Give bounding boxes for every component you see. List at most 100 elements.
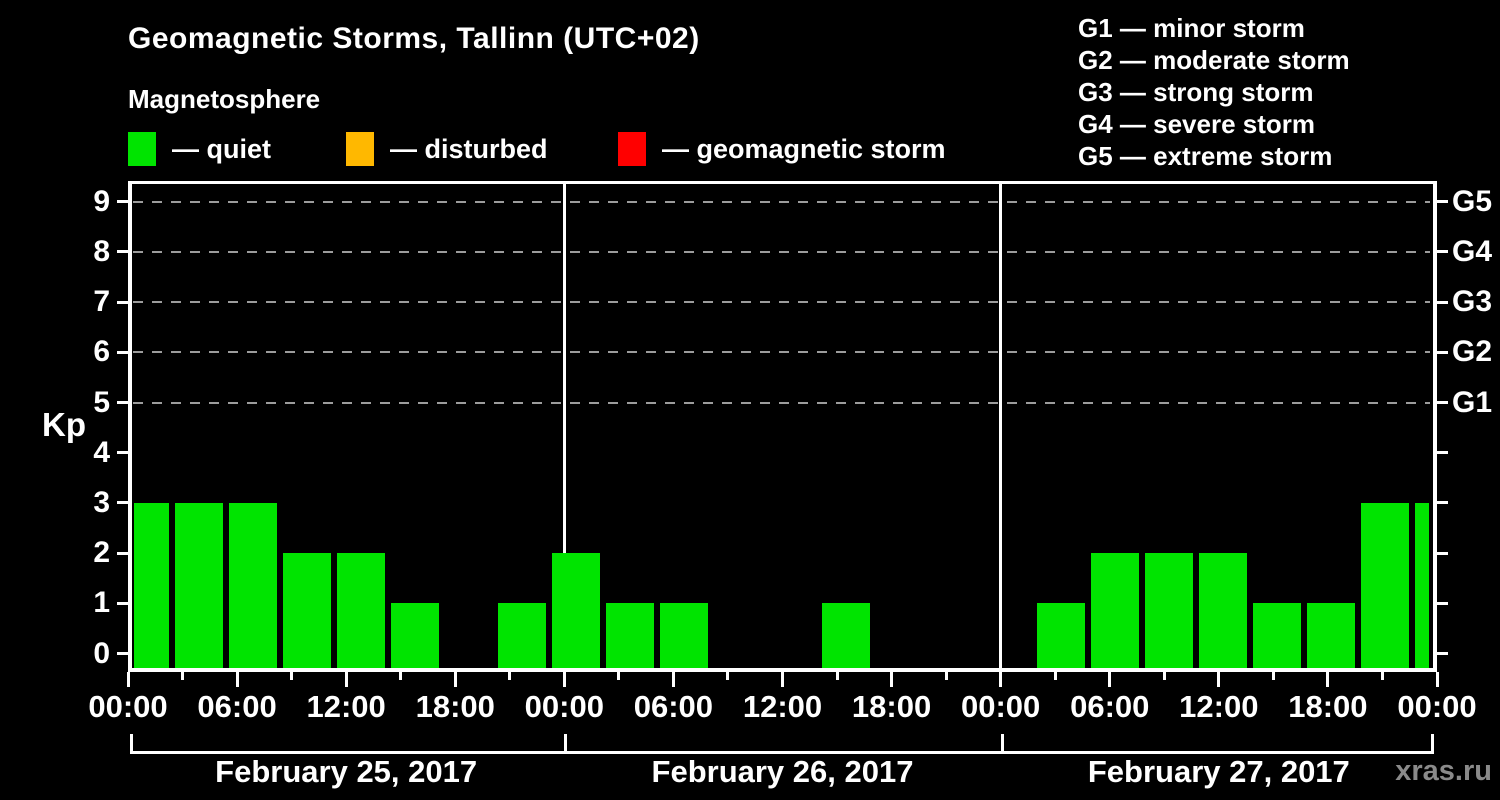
- g-scale-label-g5: G5: [1452, 184, 1493, 218]
- x-axis-major-tick: [781, 672, 784, 687]
- x-axis-minor-tick: [1380, 672, 1384, 680]
- x-axis-minor-tick: [1162, 672, 1166, 680]
- date-label: February 25, 2017: [215, 754, 478, 789]
- x-axis-time-label: 00:00: [961, 689, 1041, 724]
- legend-item-quiet: — quiet: [128, 131, 271, 167]
- x-axis-minor-tick: [617, 672, 621, 680]
- y-axis-tick-left: [117, 200, 128, 204]
- y-axis-label-7: 7: [93, 285, 110, 319]
- plot-border-top: [128, 181, 1437, 184]
- x-axis-minor-tick: [181, 672, 185, 680]
- x-axis-minor-tick: [944, 672, 948, 680]
- date-label: February 26, 2017: [651, 754, 914, 789]
- gridline-kp5: [133, 401, 1430, 404]
- y-axis-label-5: 5: [93, 385, 110, 419]
- y-axis-label-9: 9: [93, 184, 110, 218]
- y-axis-label-0: 0: [93, 636, 110, 670]
- kp-bar: [552, 553, 601, 668]
- y-axis-tick-right: [1437, 451, 1448, 455]
- y-axis-tick-left: [117, 250, 128, 254]
- kp-bar: [660, 603, 708, 668]
- chart-title: Geomagnetic Storms, Tallinn (UTC+02): [128, 22, 700, 55]
- day-separator-line: [999, 184, 1003, 668]
- y-axis-label-4: 4: [93, 435, 110, 469]
- date-label: February 27, 2017: [1087, 754, 1350, 789]
- y-axis-tick-right: [1437, 501, 1448, 505]
- kp-bar: [1037, 603, 1086, 668]
- quiet-color-swatch-icon: [128, 132, 156, 166]
- gridline-kp7: [133, 301, 1430, 304]
- date-bracket-tick: [130, 734, 133, 754]
- legend-item-geomagnetic-storm: — geomagnetic storm: [618, 131, 946, 167]
- x-axis-time-label: 12:00: [306, 689, 386, 724]
- geomagnetic-storm-color-swatch-icon: [618, 132, 646, 166]
- gridline-kp8: [133, 250, 1430, 253]
- kp-bar: [1199, 553, 1247, 668]
- y-axis-label-3: 3: [93, 485, 110, 519]
- g5-legend-line: G5 — extreme storm: [1078, 141, 1333, 171]
- kp-bar: [174, 502, 223, 668]
- x-axis-major-tick: [890, 672, 894, 687]
- x-axis-minor-tick: [1271, 672, 1275, 680]
- y-axis-tick-left: [117, 451, 128, 455]
- chart-subtitle: Magnetosphere: [128, 84, 321, 114]
- y-axis-tick-right: [1437, 601, 1448, 605]
- g-scale-label-g4: G4: [1452, 234, 1493, 268]
- kp-bar: [1145, 553, 1194, 668]
- y-axis-tick-left: [117, 501, 128, 505]
- kp-bar: [1252, 603, 1301, 668]
- kp-bar: [1414, 502, 1429, 668]
- date-bracket-tick: [1000, 734, 1004, 754]
- gridline-kp9: [133, 200, 1430, 203]
- x-axis-major-tick: [562, 672, 566, 687]
- kp-bar: [606, 603, 655, 668]
- date-bracket-tick: [564, 734, 568, 754]
- kp-bar: [390, 603, 439, 668]
- kp-bar: [134, 502, 169, 668]
- y-axis-tick-right: [1437, 652, 1448, 655]
- x-axis-time-label: 06:00: [1070, 689, 1150, 724]
- g2-legend-line: G2 — moderate storm: [1078, 45, 1350, 75]
- x-axis-major-tick: [344, 672, 348, 687]
- legend-item-disturbed: — disturbed: [346, 131, 548, 167]
- x-axis-time-label: 12:00: [1179, 689, 1259, 724]
- gridline-kp6: [133, 351, 1430, 354]
- kp-bar: [228, 502, 277, 668]
- x-axis-major-tick: [1108, 672, 1112, 687]
- x-axis-major-tick: [453, 672, 457, 687]
- kp-bar: [1091, 553, 1140, 668]
- kp-bar: [821, 603, 870, 668]
- y-axis-tick-left: [117, 601, 128, 605]
- y-axis-label-8: 8: [93, 234, 110, 268]
- g-scale-label-g1: G1: [1452, 385, 1493, 419]
- y-axis-tick-right: [1437, 200, 1448, 204]
- x-axis-time-label: 06:00: [197, 689, 277, 724]
- plot-border-bottom: [128, 668, 1437, 672]
- y-axis-tick-right: [1437, 250, 1448, 254]
- y-axis-label-6: 6: [93, 335, 110, 369]
- g3-legend-line: G3 — strong storm: [1078, 77, 1314, 107]
- y-axis-tick-left: [117, 401, 128, 404]
- x-axis-time-label: 06:00: [633, 689, 714, 724]
- plot-border-left: [128, 181, 132, 672]
- kp-bar: [1360, 502, 1409, 668]
- x-axis-time-label: 00:00: [524, 689, 604, 724]
- plot-border-right: [1433, 181, 1437, 672]
- x-axis-major-tick: [999, 672, 1003, 687]
- y-axis-tick-right: [1437, 300, 1448, 304]
- day-separator-line: [562, 184, 566, 668]
- x-axis-time-label: 18:00: [415, 689, 495, 724]
- x-axis-major-tick: [671, 672, 675, 687]
- date-bracket-line: [130, 751, 1434, 754]
- kp-bar: [1306, 603, 1355, 668]
- watermark: xras.ru: [1395, 755, 1492, 787]
- y-axis-tick-left: [117, 551, 128, 555]
- x-axis-major-tick: [1217, 672, 1221, 687]
- y-axis-label-1: 1: [93, 586, 110, 620]
- g4-legend-line: G4 — severe storm: [1078, 109, 1316, 139]
- x-axis-time-label: 18:00: [1288, 689, 1368, 724]
- g1-legend-line: G1 — minor storm: [1078, 13, 1305, 43]
- y-axis-tick-right: [1437, 401, 1448, 404]
- x-axis-time-label: 12:00: [742, 689, 823, 724]
